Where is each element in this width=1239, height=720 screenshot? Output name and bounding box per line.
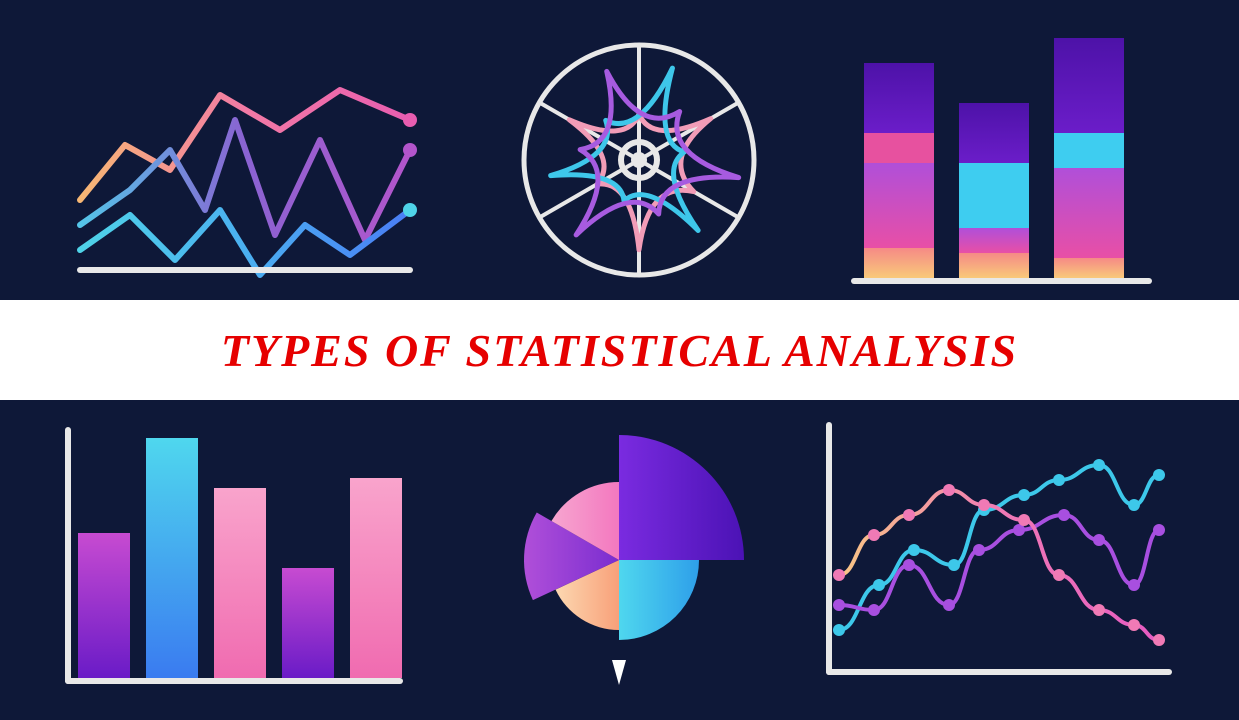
- page-title: TYPES OF STATISTICAL ANALYSIS: [221, 324, 1018, 377]
- top-row: [0, 0, 1239, 300]
- bottom-row: [0, 400, 1239, 720]
- stacked-bar-chart: [849, 30, 1169, 290]
- radar-chart: [509, 30, 769, 290]
- title-band: TYPES OF STATISTICAL ANALYSIS: [0, 300, 1239, 400]
- polar-pie-chart: [479, 410, 759, 690]
- infographic-canvas: TYPES OF STATISTICAL ANALYSIS: [0, 0, 1239, 720]
- scatter-line-chart: [819, 410, 1179, 690]
- bar-chart: [60, 410, 420, 690]
- line-chart: [70, 60, 430, 290]
